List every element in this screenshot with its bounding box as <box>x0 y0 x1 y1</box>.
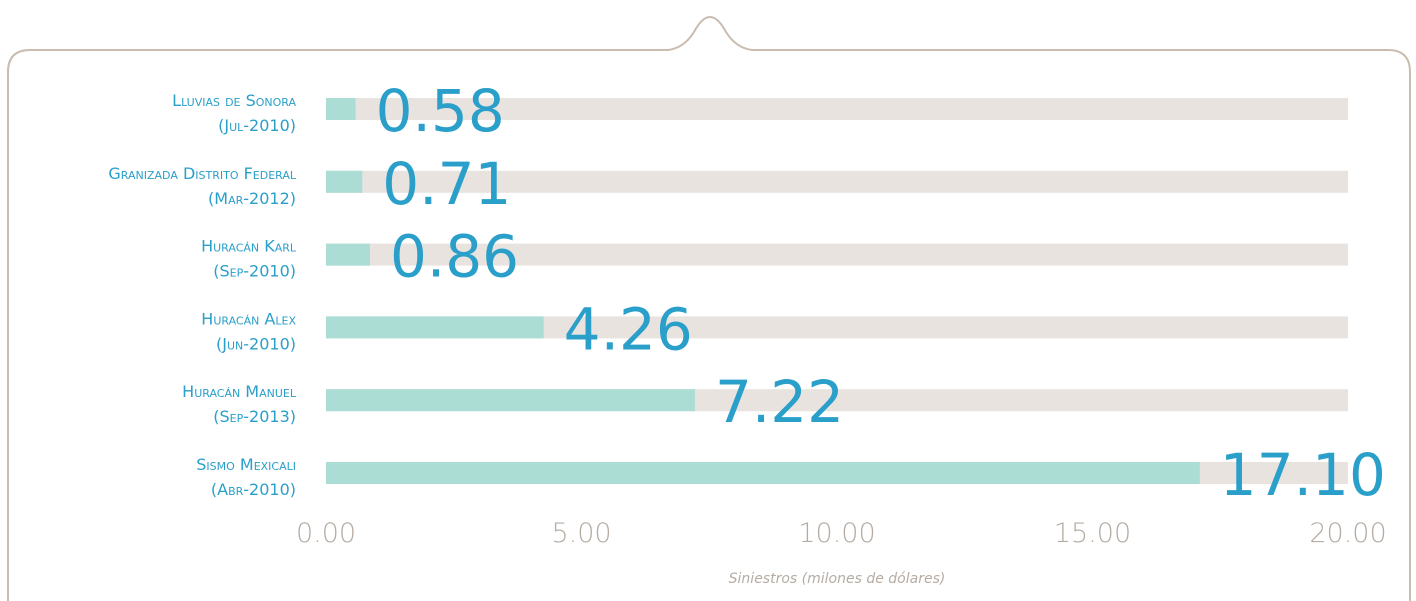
x-tick-label: 20.00 <box>1309 518 1386 549</box>
bar <box>326 98 356 120</box>
value-label: 0.58 <box>376 77 505 145</box>
bar <box>326 170 363 193</box>
category-label: (Sep-2013) <box>213 407 296 426</box>
category-label: Huracán Alex <box>201 309 296 328</box>
category-label: (Jun-2010) <box>216 334 296 353</box>
x-tick-label: 0.00 <box>296 518 356 549</box>
category-label: Lluvias de Sonora <box>172 91 296 110</box>
x-tick-label: 15.00 <box>1054 518 1131 549</box>
category-label: (Abr-2010) <box>211 480 296 499</box>
bar <box>326 316 544 339</box>
value-label: 17.10 <box>1220 441 1386 509</box>
bar <box>326 462 1200 484</box>
category-label: Granizada Distrito Federal <box>108 164 296 183</box>
bar-track <box>326 170 1348 193</box>
value-label: 4.26 <box>564 295 693 363</box>
category-label: (Jul-2010) <box>218 116 296 135</box>
category-label: (Sep-2010) <box>213 262 296 281</box>
category-label: (Mar-2012) <box>208 189 296 208</box>
x-axis-label: Siniestros (milones de dólares) <box>729 571 946 587</box>
bar-track <box>326 316 1348 339</box>
bar <box>326 389 695 412</box>
bar-track <box>326 98 1348 120</box>
value-label: 7.22 <box>715 368 844 436</box>
value-label: 0.71 <box>382 150 511 218</box>
x-tick-label: 10.00 <box>798 518 875 549</box>
category-label: Huracán Manuel <box>182 382 297 401</box>
x-tick-label: 5.00 <box>551 518 611 549</box>
category-label: Sismo Mexicali <box>196 455 296 474</box>
frame <box>7 16 1411 601</box>
category-label: Huracán Karl <box>201 237 297 256</box>
bar-track <box>326 243 1348 266</box>
bar <box>326 243 370 266</box>
value-label: 0.86 <box>390 223 519 291</box>
